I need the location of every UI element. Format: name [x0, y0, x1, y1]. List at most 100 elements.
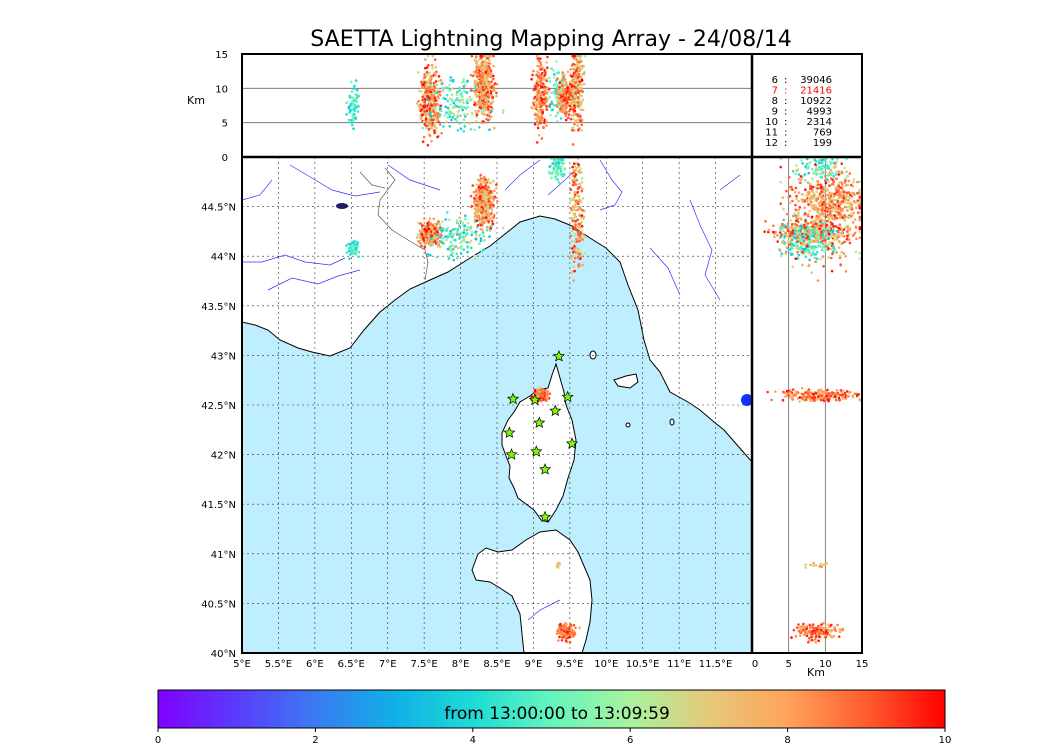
- lightning-source: [482, 88, 485, 92]
- lightning-source: [846, 183, 850, 187]
- lightning-source: [820, 158, 823, 162]
- lightning-source: [501, 111, 505, 114]
- lightning-source: [852, 211, 855, 215]
- lightning-source: [427, 64, 430, 67]
- lightning-source: [557, 161, 561, 165]
- lightning-source: [472, 74, 476, 77]
- lightning-source: [538, 89, 541, 93]
- lightning-source: [804, 255, 808, 258]
- lightning-source: [488, 88, 491, 91]
- lightning-source: [482, 234, 486, 238]
- lightning-source: [555, 60, 558, 63]
- station-star-icon: [503, 426, 516, 438]
- lightning-source: [431, 106, 435, 110]
- lightning-source: [795, 194, 798, 198]
- lightning-source: [542, 125, 545, 129]
- lightning-source: [483, 238, 487, 242]
- lightning-source: [804, 566, 807, 569]
- lightning-source: [477, 66, 480, 69]
- lightning-source: [565, 91, 568, 94]
- lightning-source: [486, 90, 489, 94]
- lightning-source: [823, 165, 827, 169]
- lightning-source: [803, 173, 807, 176]
- lightning-source: [357, 255, 360, 258]
- lightning-source: [548, 165, 552, 168]
- lightning-source: [830, 247, 833, 251]
- station-star-icon: [539, 463, 552, 475]
- lightning-source: [555, 632, 559, 635]
- lightning-source: [852, 178, 856, 181]
- lightning-source: [542, 76, 545, 79]
- lightning-source: [573, 165, 576, 168]
- lightning-source: [571, 198, 575, 202]
- lightning-source: [474, 190, 478, 193]
- map-grid: [242, 157, 752, 653]
- lightning-source: [569, 83, 572, 86]
- lightning-source: [478, 203, 481, 207]
- lightning-source: [485, 103, 489, 106]
- lightning-source: [489, 190, 493, 194]
- lightning-source: [825, 178, 829, 181]
- lightning-source: [491, 200, 494, 204]
- lightning-source: [847, 233, 851, 236]
- lightning-source: [476, 63, 479, 67]
- lightning-source: [851, 193, 855, 197]
- lightning-source: [781, 196, 785, 199]
- side-altitude-axis-label: Km: [807, 666, 825, 679]
- lightning-source: [564, 623, 568, 626]
- lightning-source: [573, 104, 576, 107]
- lightning-source: [574, 256, 577, 260]
- lightning-source: [553, 104, 556, 107]
- station-star-icon: [533, 416, 546, 429]
- lightning-source: [480, 205, 483, 209]
- lightning-source: [433, 58, 437, 61]
- lightning-source: [812, 171, 815, 175]
- lightning-source: [550, 67, 553, 70]
- lightning-source: [572, 56, 576, 60]
- lightning-source: [422, 83, 425, 86]
- lightning-source: [348, 247, 351, 251]
- lightning-source: [480, 103, 483, 106]
- lightning-source: [826, 193, 829, 197]
- lightning-source: [558, 150, 561, 153]
- lightning-source: [820, 626, 824, 629]
- lightning-source: [559, 117, 563, 120]
- lightning-source: [422, 93, 426, 96]
- lightning-source: [470, 204, 474, 208]
- lightning-source: [561, 625, 565, 628]
- lightning-source: [430, 234, 433, 238]
- lightning-source: [458, 89, 461, 92]
- lightning-source: [814, 153, 817, 156]
- lightning-source: [798, 396, 802, 399]
- lightning-source: [469, 239, 473, 243]
- lon-tick-label: 5.5°E: [265, 659, 292, 670]
- lon-tick-label: 11.5°E: [699, 659, 733, 670]
- lightning-source: [793, 230, 797, 233]
- lightning-source: [816, 210, 819, 213]
- lightning-source: [461, 108, 464, 112]
- lightning-source: [569, 199, 573, 202]
- lightning-source: [537, 115, 540, 119]
- lon-tick-label: 8°E: [452, 659, 470, 670]
- lightning-source: [540, 137, 544, 140]
- lightning-source: [466, 225, 469, 229]
- lightning-source: [579, 86, 583, 90]
- lightning-source: [573, 226, 576, 229]
- lightning-source: [805, 245, 809, 248]
- lightning-source: [793, 223, 796, 226]
- lightning-source: [824, 228, 828, 231]
- lightning-source: [812, 204, 815, 207]
- lightning-source: [420, 105, 423, 109]
- lightning-source: [469, 128, 473, 131]
- lightning-source: [443, 114, 447, 117]
- lightning-source: [858, 215, 862, 219]
- lightning-source: [445, 211, 449, 214]
- lightning-source: [808, 639, 811, 642]
- lightning-source: [437, 220, 440, 224]
- lightning-source: [538, 117, 541, 121]
- lightning-source: [450, 99, 454, 103]
- lightning-source: [538, 392, 542, 396]
- lightning-source: [831, 178, 834, 181]
- lat-tick-label: 42°N: [211, 451, 236, 462]
- lightning-source: [427, 118, 430, 122]
